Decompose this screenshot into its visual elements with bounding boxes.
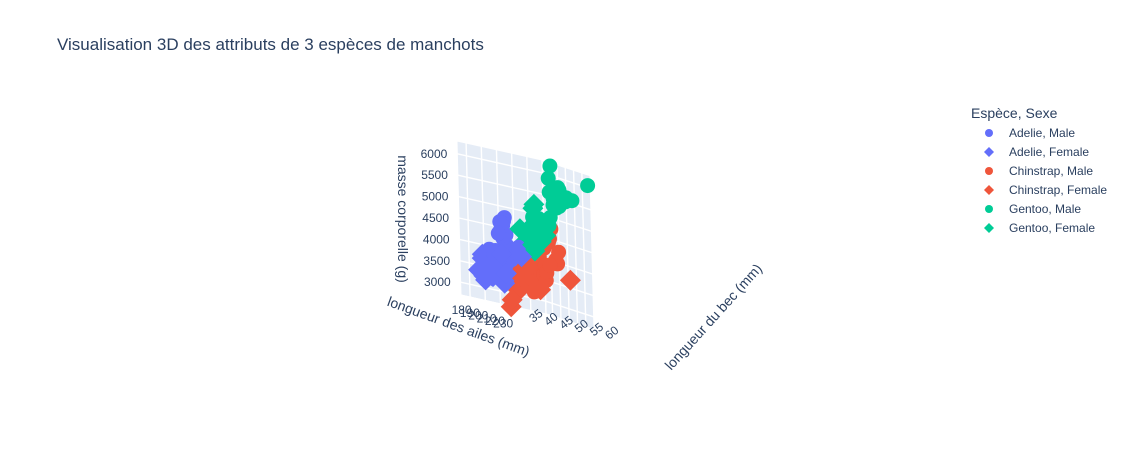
point-adelie-male[interactable] <box>490 225 506 241</box>
point-gentoo-male[interactable] <box>542 158 558 174</box>
point-adelie-female[interactable] <box>491 243 513 265</box>
point-gentoo-female[interactable] <box>509 218 531 240</box>
point-gentoo-female[interactable] <box>523 193 545 215</box>
x-tick-label: 200 <box>468 309 488 323</box>
grid-y-floor <box>515 306 565 324</box>
point-chinstrap-female[interactable] <box>559 269 581 291</box>
point-chinstrap-female[interactable] <box>530 279 552 301</box>
grid-x-floor <box>509 310 595 331</box>
legend-item[interactable]: Gentoo, Male <box>985 202 1081 216</box>
point-chinstrap-male[interactable] <box>551 244 567 260</box>
x-tick-label: 220 <box>485 314 505 328</box>
point-gentoo-male[interactable] <box>580 178 596 194</box>
point-chinstrap-male[interactable] <box>542 257 558 273</box>
z-tick-label: 6000 <box>421 147 448 161</box>
x-tick-label: 230 <box>493 317 513 331</box>
legend-label: Chinstrap, Male <box>1009 164 1093 178</box>
point-gentoo-male[interactable] <box>542 210 558 225</box>
z-tick-label: 5500 <box>421 168 448 182</box>
point-adelie-female[interactable] <box>511 246 533 268</box>
legend-label: Chinstrap, Female <box>1009 183 1107 197</box>
y-axis-title: longueur du bec (mm) <box>662 260 766 372</box>
3d-scene[interactable]: 3000 3500 4000 4500 5000 5500 6000 180190200210… <box>385 140 766 373</box>
z-tick-label: 3000 <box>424 275 451 289</box>
legend-item[interactable]: Chinstrap, Female <box>984 183 1107 197</box>
legend-label: Gentoo, Male <box>1009 202 1081 216</box>
legend-item[interactable]: Adelie, Female <box>984 145 1089 159</box>
legend-item[interactable]: Chinstrap, Male <box>985 164 1093 178</box>
z-tick-label: 3500 <box>423 254 450 268</box>
legend-circle-icon <box>985 205 993 213</box>
point-adelie-female[interactable] <box>495 263 517 284</box>
point-gentoo-male[interactable] <box>540 170 556 186</box>
legend-diamond-icon <box>984 223 994 233</box>
point-adelie-female[interactable] <box>479 254 501 276</box>
z-tick-label: 4500 <box>422 211 449 225</box>
legend-circle-icon <box>985 129 993 137</box>
grid-z-right <box>457 153 543 174</box>
z-tick-label: 4000 <box>423 232 450 246</box>
chart-title: Visualisation 3D des attributs de 3 espè… <box>57 35 484 54</box>
z-tick-label: 5000 <box>422 190 449 204</box>
point-chinstrap-female[interactable] <box>501 289 523 311</box>
grid-z-left <box>545 300 595 318</box>
legend-label: Gentoo, Female <box>1009 221 1095 235</box>
point-gentoo-female[interactable] <box>522 234 544 256</box>
legend-diamond-icon <box>984 147 994 157</box>
legend-label: Adelie, Male <box>1009 126 1075 140</box>
grid-y-floor <box>545 313 596 331</box>
x-tick-label: 210 <box>477 311 497 325</box>
grid-y-floor <box>530 309 581 328</box>
y-tick-label: 60 <box>602 323 621 342</box>
legend-item[interactable]: Adelie, Male <box>985 126 1075 140</box>
legend-circle-icon <box>985 167 993 175</box>
legend-title: Espèce, Sexe <box>971 105 1058 121</box>
grid-z-right <box>457 174 544 195</box>
point-gentoo-male[interactable] <box>531 211 547 227</box>
x-tick-label: 190 <box>460 306 480 320</box>
x-tick-label: 180 <box>452 303 472 317</box>
point-gentoo-male[interactable] <box>541 184 557 200</box>
legend-item[interactable]: Gentoo, Female <box>984 221 1095 235</box>
legend-label: Adelie, Female <box>1009 145 1089 159</box>
legend-diamond-icon <box>984 185 994 195</box>
data-points <box>468 158 596 318</box>
legend: Espèce, Sexe Adelie, Male Adelie, Female C… <box>971 105 1107 235</box>
z-axis-title: masse corporelle (g) <box>395 155 411 283</box>
